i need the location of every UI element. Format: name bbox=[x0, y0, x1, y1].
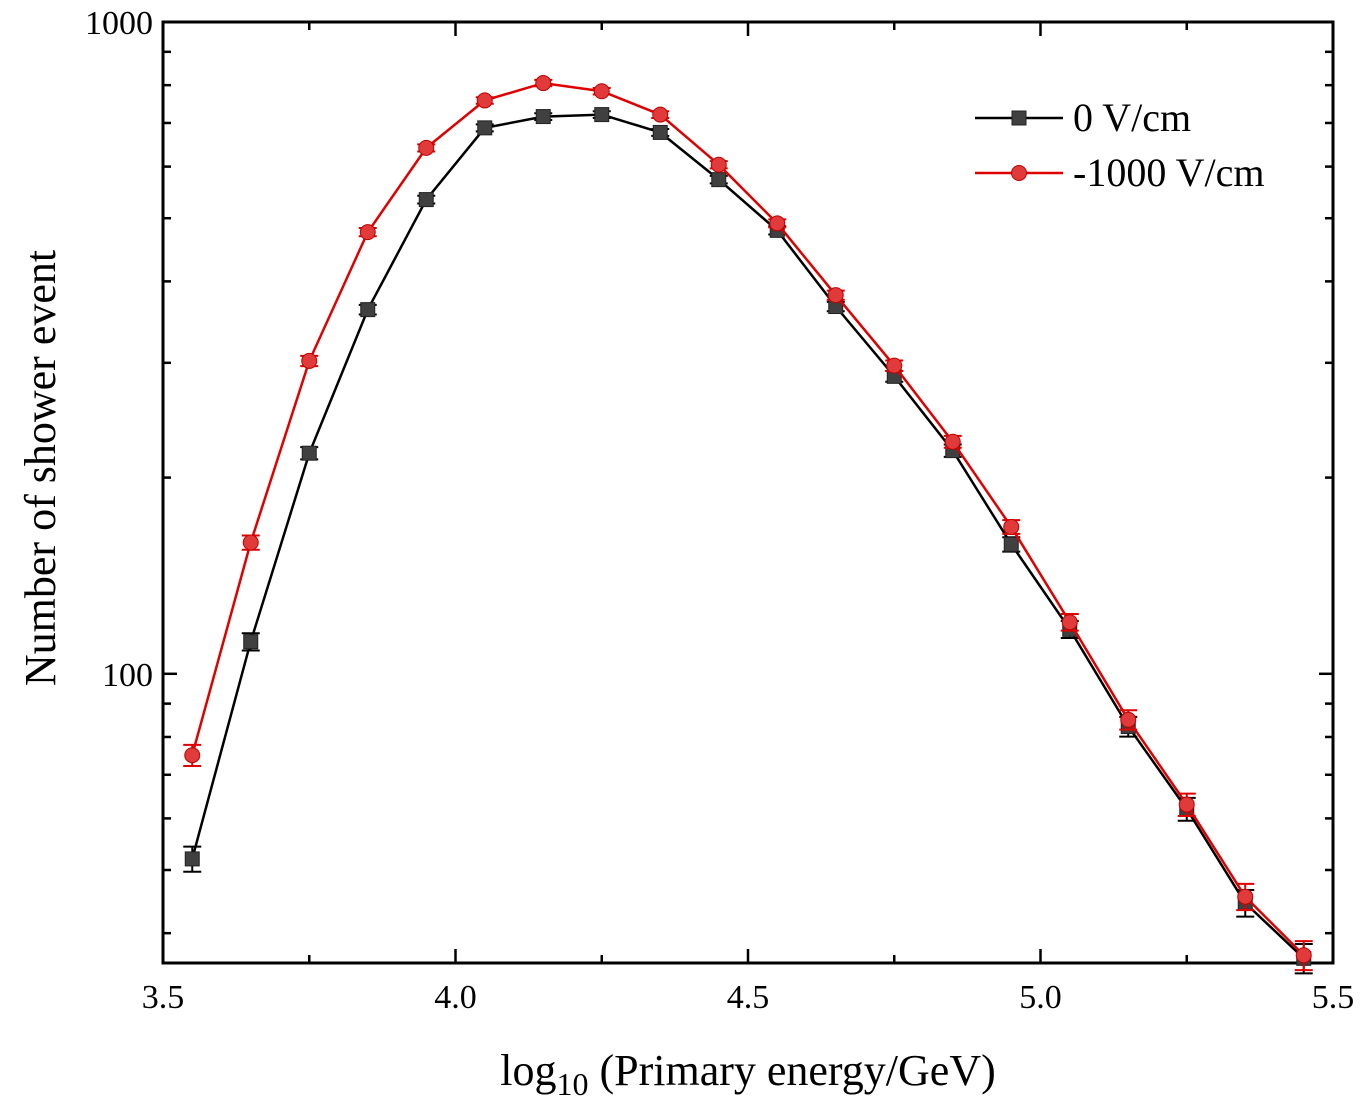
data-point bbox=[301, 445, 317, 461]
data-point bbox=[944, 433, 961, 450]
data-point bbox=[827, 287, 844, 304]
x-axis-title-rest: (Primary energy/GeV) bbox=[588, 1046, 995, 1095]
data-point bbox=[360, 302, 376, 318]
series-1 bbox=[183, 75, 1313, 972]
x-axis-title-main: log bbox=[500, 1046, 556, 1095]
x-tick-label: 5.5 bbox=[1312, 979, 1355, 1016]
data-point bbox=[1120, 711, 1137, 728]
x-axis-title-subscript: 10 bbox=[556, 1066, 588, 1102]
legend-entry-0: 0 V/cm bbox=[975, 95, 1191, 140]
x-tick-label: 3.5 bbox=[142, 979, 185, 1016]
legend-label: -1000 V/cm bbox=[1073, 150, 1264, 195]
data-point bbox=[594, 107, 610, 123]
data-point bbox=[886, 357, 903, 374]
x-tick-label: 5.0 bbox=[1019, 979, 1062, 1016]
data-point bbox=[711, 172, 727, 188]
axis-tick-labels: 3.5 4.0 4.5 5.0 5.5 100 1000 bbox=[85, 5, 1354, 1016]
data-point bbox=[477, 120, 493, 136]
data-point bbox=[243, 634, 259, 650]
x-tick-label: 4.0 bbox=[434, 979, 477, 1016]
legend: 0 V/cm -1000 V/cm bbox=[975, 95, 1264, 195]
data-point bbox=[535, 75, 552, 92]
legend-marker bbox=[1011, 165, 1027, 181]
data-point bbox=[242, 534, 259, 551]
y-axis-title: Number of shower event bbox=[16, 250, 65, 686]
series-line bbox=[190, 81, 1305, 957]
series-0 bbox=[183, 107, 1313, 975]
data-point bbox=[535, 109, 551, 125]
axis-ticks bbox=[161, 20, 1335, 963]
data-point bbox=[1178, 796, 1195, 813]
data-point bbox=[1237, 888, 1254, 905]
y-tick-label: 1000 bbox=[85, 5, 153, 42]
data-point bbox=[710, 156, 727, 173]
data-point bbox=[769, 215, 786, 232]
data-point bbox=[652, 106, 669, 123]
legend-marker bbox=[1011, 110, 1027, 126]
data-point bbox=[301, 352, 318, 369]
series-layer bbox=[183, 75, 1313, 975]
data-point bbox=[593, 83, 610, 100]
legend-label: 0 V/cm bbox=[1073, 95, 1191, 140]
data-point bbox=[418, 139, 435, 156]
data-point bbox=[1295, 947, 1312, 964]
data-point bbox=[476, 92, 493, 109]
data-point bbox=[184, 747, 201, 764]
data-point bbox=[359, 224, 376, 241]
data-point bbox=[418, 192, 434, 208]
data-point bbox=[184, 851, 200, 867]
x-axis-title: log10 (Primary energy/GeV) bbox=[500, 1046, 996, 1102]
legend-entry-1: -1000 V/cm bbox=[975, 150, 1264, 195]
series-line bbox=[190, 113, 1305, 960]
data-point bbox=[652, 124, 668, 140]
y-tick-label: 100 bbox=[102, 657, 153, 694]
x-tick-label: 4.5 bbox=[727, 979, 770, 1016]
data-point bbox=[1003, 518, 1020, 535]
data-point bbox=[1061, 614, 1078, 631]
data-point bbox=[1003, 536, 1019, 552]
